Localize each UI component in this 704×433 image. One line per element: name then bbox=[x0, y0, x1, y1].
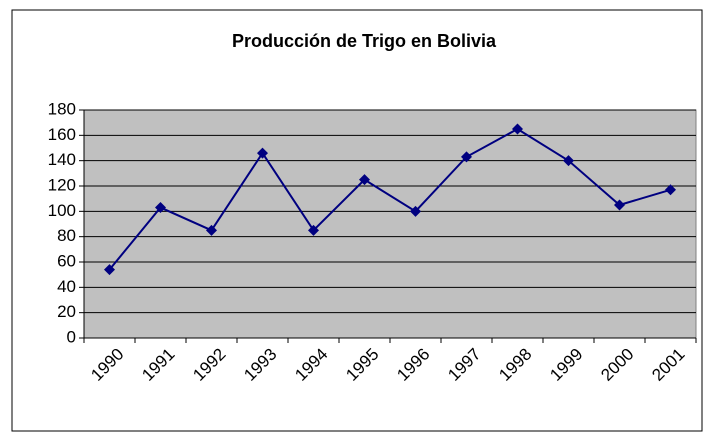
plot-area bbox=[83, 109, 697, 339]
y-tick-label: 80 bbox=[57, 226, 76, 245]
data-point bbox=[512, 123, 523, 135]
y-tick-label: 120 bbox=[48, 175, 76, 194]
data-point bbox=[359, 174, 370, 186]
data-point bbox=[410, 205, 421, 217]
data-point bbox=[614, 199, 625, 211]
y-tick-label: 100 bbox=[48, 201, 76, 220]
data-point bbox=[461, 151, 472, 163]
data-point bbox=[308, 224, 319, 236]
data-point bbox=[206, 224, 217, 236]
data-point bbox=[665, 184, 676, 196]
data-point bbox=[155, 202, 166, 214]
data-point bbox=[104, 264, 115, 276]
y-tick-label: 0 bbox=[67, 327, 76, 346]
y-tick-label: 140 bbox=[48, 150, 76, 169]
y-tick-label: 160 bbox=[48, 125, 76, 144]
data-point bbox=[563, 155, 574, 167]
y-tick-label: 180 bbox=[48, 99, 76, 118]
y-tick-label: 20 bbox=[57, 302, 76, 321]
chart-title: Producción de Trigo en Bolivia bbox=[232, 31, 497, 51]
data-point bbox=[257, 147, 268, 159]
series-line bbox=[108, 127, 671, 271]
y-tick-label: 60 bbox=[57, 251, 76, 270]
y-tick-label: 40 bbox=[57, 277, 76, 296]
